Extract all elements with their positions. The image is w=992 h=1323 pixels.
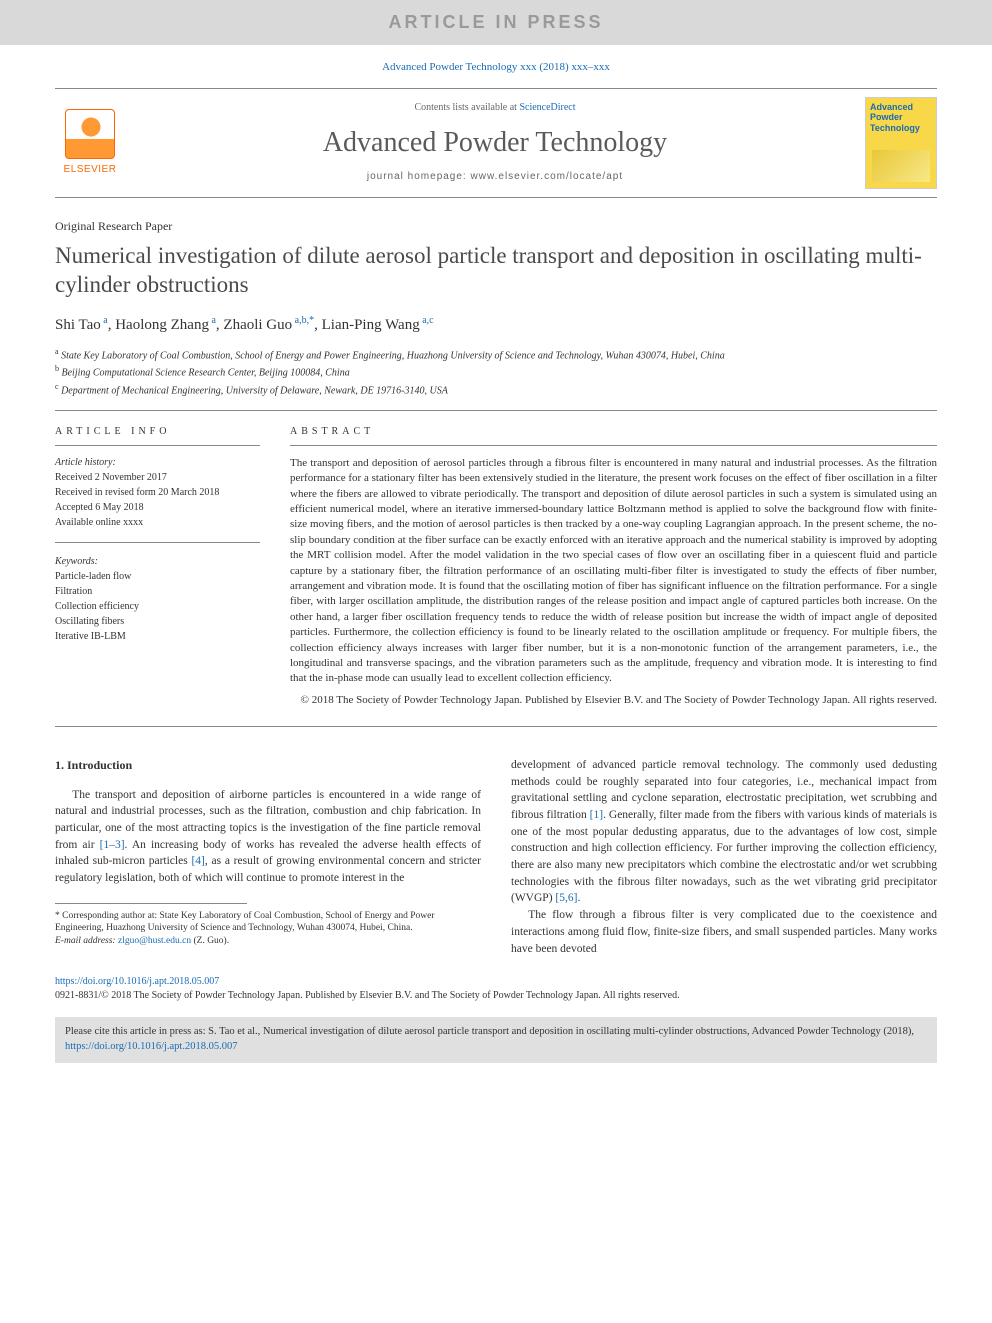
- keyword: Filtration: [55, 585, 260, 599]
- header-center: Contents lists available at ScienceDirec…: [125, 101, 865, 184]
- author-affil-sup: a,b,: [292, 315, 309, 326]
- revised-date: Received in revised form 20 March 2018: [55, 486, 260, 500]
- article-in-press-banner: ARTICLE IN PRESS: [0, 0, 992, 45]
- intro-paragraph-1-cont: development of advanced particle removal…: [511, 757, 937, 907]
- keywords-label: Keywords:: [55, 555, 260, 569]
- info-abstract-row: ARTICLE INFO Article history: Received 2…: [55, 425, 937, 727]
- homepage-label: journal homepage:: [367, 171, 471, 182]
- ref-link[interactable]: [5,6]: [555, 892, 577, 904]
- intro-paragraph-1: The transport and deposition of airborne…: [55, 787, 481, 887]
- journal-homepage: journal homepage: www.elsevier.com/locat…: [125, 170, 865, 184]
- received-date: Received 2 November 2017: [55, 471, 260, 485]
- contents-available: Contents lists available at ScienceDirec…: [125, 101, 865, 115]
- abstract-header: ABSTRACT: [290, 425, 937, 446]
- accepted-date: Accepted 6 May 2018: [55, 501, 260, 515]
- abstract-text: The transport and deposition of aerosol …: [290, 456, 937, 687]
- author-affil-sup: a: [209, 315, 216, 326]
- cite-doi-link[interactable]: https://doi.org/10.1016/j.apt.2018.05.00…: [65, 1041, 237, 1052]
- article-info-header: ARTICLE INFO: [55, 425, 260, 446]
- keyword: Collection efficiency: [55, 600, 260, 614]
- elsevier-logo[interactable]: ELSEVIER: [55, 103, 125, 183]
- body-columns: 1. Introduction The transport and deposi…: [55, 757, 937, 957]
- authors: Shi Tao a, Haolong Zhang a, Zhaoli Guo a…: [55, 314, 937, 336]
- journal-cover-thumbnail[interactable]: Advanced Powder Technology: [865, 97, 937, 189]
- online-date: Available online xxxx: [55, 516, 260, 530]
- affiliation-a: a State Key Laboratory of Coal Combustio…: [55, 346, 937, 363]
- affiliation-b: b Beijing Computational Science Research…: [55, 363, 937, 380]
- cite-as-box: Please cite this article in press as: S.…: [55, 1017, 937, 1062]
- corresponding-marker[interactable]: *: [309, 315, 314, 326]
- history-label: Article history:: [55, 456, 260, 470]
- cover-title: Advanced Powder Technology: [870, 102, 932, 134]
- affiliation-c: c Department of Mechanical Engineering, …: [55, 381, 937, 398]
- keyword: Oscillating fibers: [55, 615, 260, 629]
- article-info: ARTICLE INFO Article history: Received 2…: [55, 425, 260, 708]
- abstract-copyright: © 2018 The Society of Powder Technology …: [290, 693, 937, 708]
- email-link[interactable]: zlguo@hust.edu.cn: [118, 936, 191, 946]
- paper-type: Original Research Paper: [55, 218, 937, 235]
- contents-prefix: Contents lists available at: [414, 102, 519, 113]
- journal-name: Advanced Powder Technology: [125, 123, 865, 162]
- email-footnote: E-mail address: zlguo@hust.edu.cn (Z. Gu…: [55, 935, 481, 948]
- cite-text: Please cite this article in press as: S.…: [65, 1026, 914, 1037]
- journal-header: ELSEVIER Contents lists available at Sci…: [55, 88, 937, 198]
- affiliations: a State Key Laboratory of Coal Combustio…: [55, 346, 937, 411]
- author-affil-sup: a: [101, 315, 108, 326]
- paper-title: Numerical investigation of dilute aeroso…: [55, 242, 937, 300]
- keyword: Iterative IB-LBM: [55, 630, 260, 644]
- ref-link[interactable]: [1]: [590, 809, 603, 821]
- abstract: ABSTRACT The transport and deposition of…: [290, 425, 937, 708]
- body-column-right: development of advanced particle removal…: [511, 757, 937, 957]
- body-column-left: 1. Introduction The transport and deposi…: [55, 757, 481, 957]
- author-affil-sup: a,c: [420, 315, 434, 326]
- homepage-url[interactable]: www.elsevier.com/locate/apt: [471, 171, 624, 182]
- doi-link[interactable]: https://doi.org/10.1016/j.apt.2018.05.00…: [55, 975, 937, 989]
- keyword: Particle-laden flow: [55, 570, 260, 584]
- ref-link[interactable]: [4]: [191, 855, 204, 867]
- info-divider: [55, 542, 260, 543]
- section-1-heading: 1. Introduction: [55, 757, 481, 774]
- corresponding-author-footnote: * Corresponding author at: State Key Lab…: [55, 910, 481, 936]
- bottom-copyright: 0921-8831/© 2018 The Society of Powder T…: [55, 989, 937, 1003]
- elsevier-text: ELSEVIER: [64, 163, 117, 177]
- ref-link[interactable]: [1–3]: [100, 839, 125, 851]
- citation-line: Advanced Powder Technology xxx (2018) xx…: [55, 60, 937, 75]
- footnote-divider: [55, 903, 247, 904]
- elsevier-tree-icon: [65, 109, 115, 159]
- page-content: Advanced Powder Technology xxx (2018) xx…: [0, 60, 992, 1062]
- intro-paragraph-2: The flow through a fibrous filter is ver…: [511, 907, 937, 957]
- sciencedirect-link[interactable]: ScienceDirect: [519, 102, 575, 113]
